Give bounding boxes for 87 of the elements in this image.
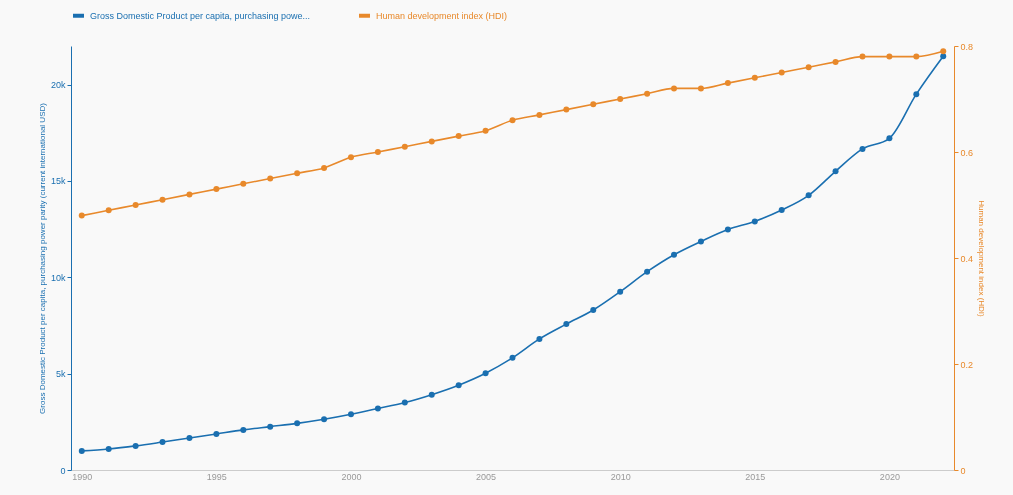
x-tick-label: 2020 bbox=[879, 471, 900, 482]
point bbox=[913, 53, 920, 60]
point bbox=[590, 307, 597, 314]
point bbox=[509, 117, 516, 124]
point bbox=[401, 143, 408, 150]
point bbox=[294, 170, 301, 177]
y-tick-label: 10k bbox=[50, 272, 66, 283]
point bbox=[159, 439, 166, 446]
point bbox=[778, 207, 785, 213]
x-tick-label: 2015 bbox=[745, 471, 766, 482]
point bbox=[240, 180, 247, 187]
point bbox=[213, 186, 220, 193]
point bbox=[644, 268, 651, 275]
point bbox=[832, 58, 839, 65]
point bbox=[617, 288, 624, 295]
point bbox=[482, 370, 489, 377]
y-axis-title: Gross Domestic Product per capita, purchasing power parity (current international USD) bbox=[37, 102, 47, 414]
point bbox=[940, 48, 947, 55]
point bbox=[428, 391, 435, 398]
point bbox=[724, 226, 731, 233]
point bbox=[859, 145, 866, 152]
point bbox=[159, 196, 166, 203]
point bbox=[78, 447, 85, 454]
y2-tick-label: 0.4 bbox=[960, 253, 974, 264]
point bbox=[886, 135, 893, 142]
point bbox=[886, 53, 893, 60]
point bbox=[186, 191, 193, 198]
point bbox=[105, 446, 112, 452]
point bbox=[805, 64, 812, 71]
legend-label: Gross Domestic Product per capita, purchasing powe... bbox=[90, 10, 311, 21]
point bbox=[267, 423, 274, 430]
x-tick-label: 2000 bbox=[341, 471, 362, 482]
point bbox=[832, 168, 839, 175]
y-tick-label: 20k bbox=[50, 80, 66, 91]
point bbox=[132, 202, 139, 208]
point bbox=[374, 405, 381, 412]
point bbox=[724, 80, 731, 87]
point bbox=[428, 138, 435, 145]
point bbox=[859, 53, 866, 60]
point bbox=[617, 96, 624, 102]
point bbox=[536, 335, 543, 342]
y-tick-label: 0 bbox=[60, 465, 66, 476]
point bbox=[132, 442, 139, 449]
point bbox=[671, 251, 678, 258]
legend-label: Human development index (HDI) bbox=[376, 10, 508, 21]
y-tick-label: 5k bbox=[55, 369, 66, 380]
x-tick-label: 2010 bbox=[610, 471, 631, 482]
y2-tick-label: 0.6 bbox=[960, 147, 974, 158]
point bbox=[671, 85, 678, 92]
point bbox=[321, 416, 328, 423]
point bbox=[563, 106, 570, 113]
point bbox=[805, 192, 812, 199]
point bbox=[347, 411, 354, 418]
y2-tick-label: 0.2 bbox=[960, 359, 974, 370]
x-tick-label: 2005 bbox=[476, 471, 497, 482]
y2-axis-title: Human development index (HDI) bbox=[977, 200, 987, 318]
point bbox=[186, 435, 193, 441]
point bbox=[644, 90, 651, 97]
x-tick-label: 1990 bbox=[72, 471, 93, 482]
point bbox=[913, 91, 920, 98]
point bbox=[401, 399, 408, 406]
point bbox=[697, 85, 704, 92]
point bbox=[105, 207, 112, 214]
point bbox=[294, 420, 301, 427]
x-tick-label: 1995 bbox=[206, 471, 227, 482]
point bbox=[697, 238, 704, 245]
y-tick-label: 15k bbox=[50, 176, 66, 187]
point bbox=[240, 426, 247, 433]
point bbox=[321, 164, 328, 171]
point bbox=[940, 53, 947, 60]
point bbox=[509, 354, 516, 361]
point bbox=[482, 127, 489, 134]
point bbox=[751, 74, 758, 81]
point bbox=[267, 175, 274, 182]
point bbox=[374, 149, 381, 155]
point bbox=[536, 111, 543, 118]
point bbox=[347, 154, 354, 161]
point bbox=[751, 218, 758, 225]
point bbox=[778, 69, 785, 76]
point bbox=[455, 133, 462, 140]
y2-tick-label: 0.8 bbox=[960, 41, 974, 52]
point bbox=[213, 430, 220, 437]
point bbox=[563, 321, 570, 328]
point bbox=[590, 101, 597, 108]
point bbox=[78, 212, 85, 219]
y2-tick-label: 0 bbox=[960, 465, 966, 476]
point bbox=[455, 382, 462, 389]
